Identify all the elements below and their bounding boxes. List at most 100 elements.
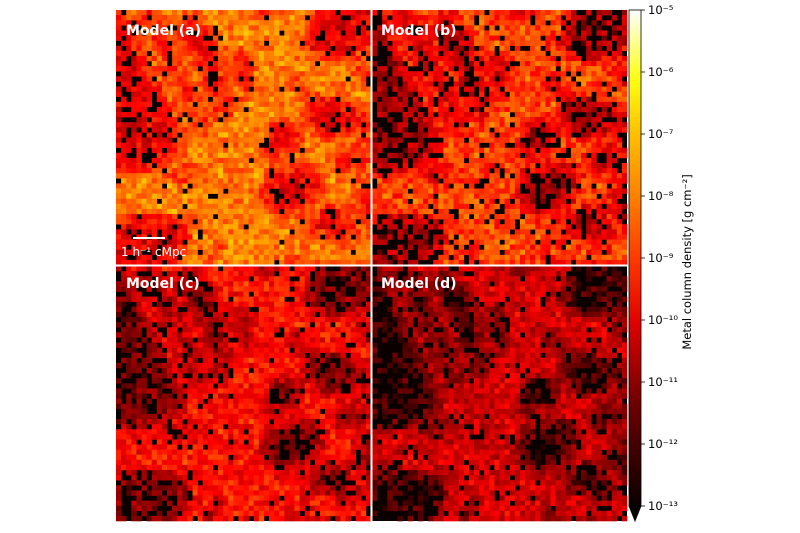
heatmap-cell — [519, 254, 526, 261]
heatmap-cell — [499, 96, 505, 103]
heatmap-cell — [309, 332, 316, 338]
heatmap-cell — [151, 40, 158, 46]
heatmap-cell — [207, 317, 214, 323]
heatmap-cell — [499, 76, 505, 82]
heatmap-cell — [325, 337, 331, 343]
heatmap-cell — [392, 198, 398, 205]
heatmap-cell — [417, 203, 424, 210]
heatmap-cell — [223, 347, 229, 353]
heatmap-cell — [586, 168, 592, 174]
heatmap-cell — [438, 106, 444, 113]
heatmap-cell — [596, 50, 602, 57]
heatmap-cell — [177, 234, 183, 240]
heatmap-cell — [621, 25, 628, 31]
heatmap-cell — [156, 81, 163, 87]
heatmap-cell — [263, 117, 270, 123]
heatmap-cell — [555, 214, 561, 220]
heatmap-cell — [412, 259, 419, 266]
heatmap-cell — [530, 112, 536, 118]
heatmap-cell — [151, 347, 158, 353]
heatmap-cell — [156, 332, 163, 338]
heatmap-cell — [463, 239, 470, 245]
heatmap-cell — [509, 168, 516, 174]
heatmap-cell — [294, 40, 300, 46]
heatmap-cell — [151, 311, 158, 318]
heatmap-cell — [519, 66, 526, 72]
heatmap-cell — [218, 101, 224, 108]
heatmap-cell — [156, 45, 163, 52]
heatmap-cell — [448, 71, 454, 77]
heatmap-cell — [187, 20, 193, 26]
heatmap-cell — [141, 266, 147, 272]
heatmap-cell — [269, 229, 275, 235]
heatmap-cell — [392, 183, 398, 189]
heatmap-cell — [392, 45, 398, 52]
heatmap-cell — [514, 259, 521, 266]
heatmap-cell — [248, 96, 254, 103]
heatmap-cell — [360, 152, 367, 159]
heatmap-cell — [489, 254, 495, 261]
heatmap-cell — [146, 40, 152, 46]
heatmap-cell — [550, 137, 556, 143]
heatmap-cell — [489, 76, 495, 82]
heatmap-cell — [355, 86, 362, 92]
heatmap-cell — [167, 137, 173, 143]
heatmap-cell — [448, 112, 454, 118]
heatmap-cell — [279, 55, 285, 62]
heatmap-cell — [402, 15, 408, 21]
heatmap-cell — [540, 224, 546, 230]
heatmap-cell — [616, 55, 623, 62]
heatmap-cell — [581, 117, 587, 123]
heatmap-cell — [248, 286, 254, 292]
heatmap-cell — [340, 45, 346, 52]
heatmap-cell — [314, 76, 321, 82]
heatmap-cell — [228, 91, 234, 97]
heatmap-cell — [606, 142, 612, 148]
heatmap-cell — [248, 234, 254, 240]
heatmap-cell — [136, 55, 142, 62]
heatmap-cell — [360, 91, 367, 97]
heatmap-cell — [499, 101, 505, 108]
heatmap-cell — [360, 40, 367, 46]
heatmap-cell — [202, 10, 209, 16]
heatmap-cell — [126, 322, 132, 328]
heatmap-cell — [407, 61, 414, 67]
heatmap-cell — [131, 229, 137, 235]
heatmap-cell — [121, 15, 127, 21]
heatmap-cell — [606, 81, 612, 87]
heatmap-cell — [514, 71, 521, 77]
heatmap-cell — [621, 112, 628, 118]
heatmap-cell — [601, 173, 607, 179]
heatmap-cell — [116, 193, 122, 199]
heatmap-cell — [269, 259, 275, 266]
heatmap-cell — [387, 234, 393, 240]
heatmap-cell — [263, 30, 270, 36]
heatmap-cell — [228, 112, 234, 118]
heatmap-cell — [151, 296, 158, 302]
heatmap-cell — [197, 168, 203, 174]
heatmap-cell — [228, 40, 234, 46]
heatmap-cell — [494, 254, 500, 261]
heatmap-cell — [525, 198, 531, 205]
heatmap-cell — [484, 35, 490, 41]
heatmap-cell — [448, 55, 454, 62]
heatmap-cell — [223, 317, 229, 323]
heatmap-cell — [197, 317, 203, 323]
heatmap-cell — [228, 286, 234, 292]
heatmap-cell — [397, 152, 403, 159]
heatmap-cell — [136, 266, 142, 272]
heatmap-cell — [335, 271, 341, 277]
heatmap-cell — [233, 198, 239, 205]
heatmap-cell — [141, 101, 147, 108]
heatmap-cell — [530, 208, 536, 215]
heatmap-cell — [519, 76, 526, 82]
heatmap-cell — [141, 55, 147, 62]
heatmap-cell — [448, 193, 454, 199]
heatmap-cell — [161, 81, 168, 87]
heatmap-cell — [294, 249, 300, 256]
heatmap-cell — [540, 86, 546, 92]
heatmap-cell — [294, 127, 300, 133]
heatmap-cell — [233, 203, 239, 210]
heatmap-cell — [121, 239, 127, 245]
heatmap-cell — [320, 276, 326, 282]
